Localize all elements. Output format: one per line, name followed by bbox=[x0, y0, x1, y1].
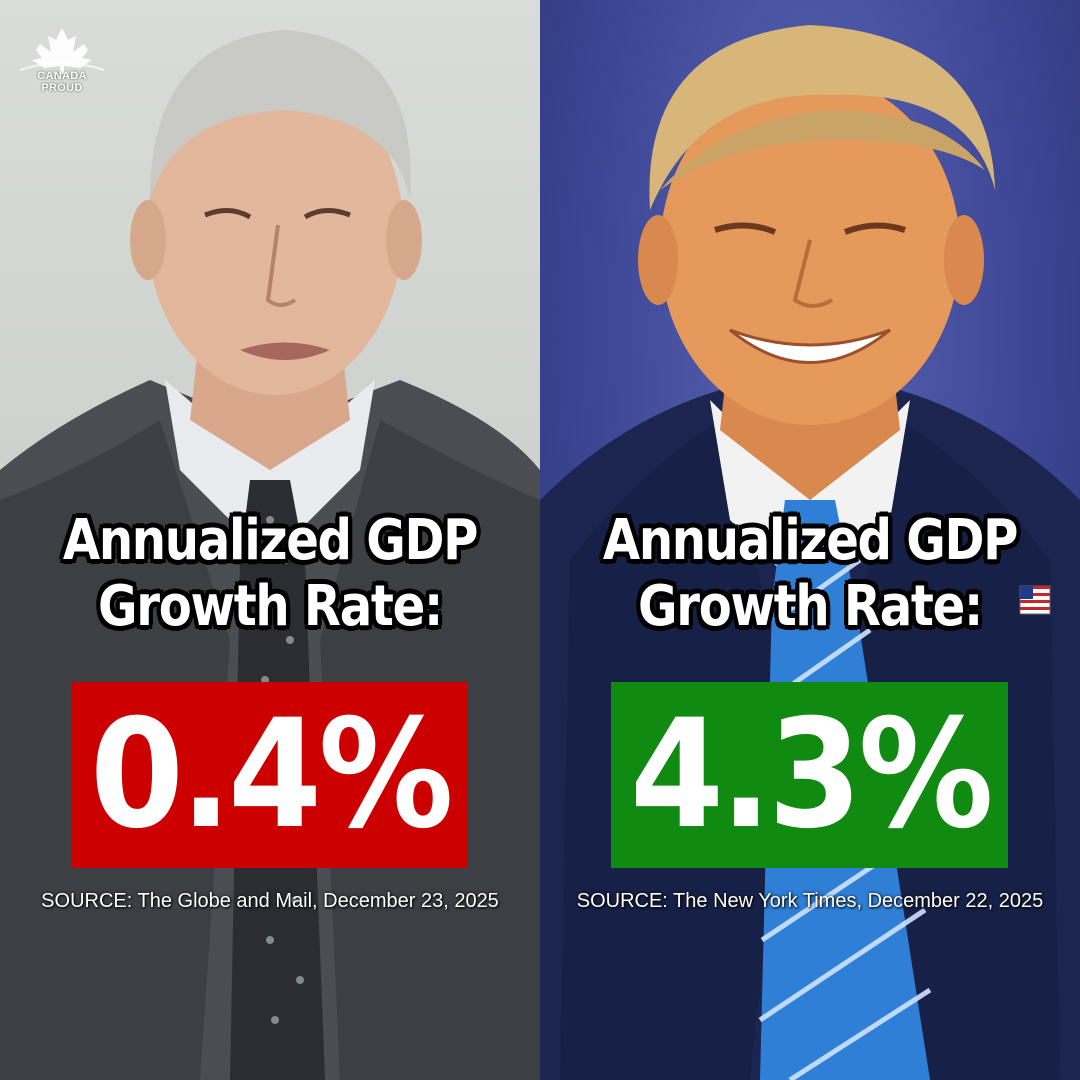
right-source: SOURCE: The New York Times, December 22,… bbox=[576, 890, 1044, 912]
right-headline-line2: Growth Rate: bbox=[638, 574, 983, 639]
left-source: SOURCE: The Globe and Mail, December 23,… bbox=[41, 890, 499, 912]
left-headline-line1: Annualized GDP bbox=[62, 508, 479, 573]
left-person-photo bbox=[0, 30, 540, 1080]
right-value-box: 4.3% bbox=[611, 682, 1008, 868]
left-value: 0.4% bbox=[89, 688, 454, 862]
right-panel: Annualized GDP Growth Rate: 4.3% SOURCE:… bbox=[540, 0, 1080, 1080]
left-value-box: 0.4% bbox=[71, 682, 468, 868]
maple-leaf-icon bbox=[19, 28, 105, 74]
logo-text: CANADA PROUD bbox=[37, 70, 87, 94]
canada-proud-logo: CANADA PROUD bbox=[16, 26, 112, 100]
right-headline: Annualized GDP Growth Rate: bbox=[578, 508, 1042, 640]
left-headline: Annualized GDP Growth Rate: bbox=[38, 508, 502, 640]
right-headline-line1: Annualized GDP bbox=[602, 508, 1019, 573]
left-panel: CANADA PROUD Annualized GDP Growth Rate:… bbox=[0, 0, 540, 1080]
us-flag-pin-icon bbox=[1019, 585, 1051, 615]
right-value: 4.3% bbox=[629, 688, 994, 862]
left-headline-line2: Growth Rate: bbox=[98, 574, 443, 639]
